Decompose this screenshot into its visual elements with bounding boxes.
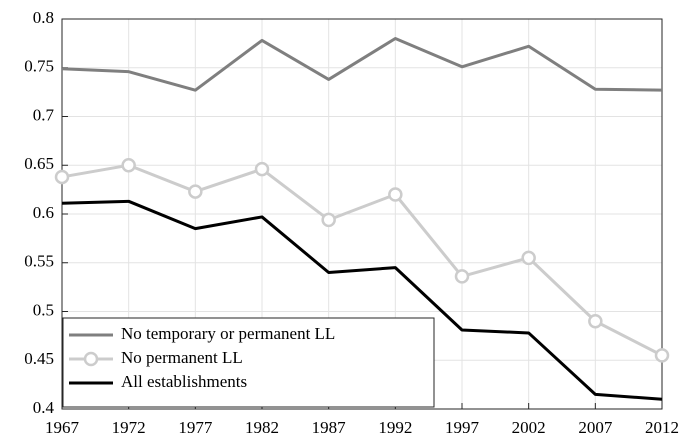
series-marker xyxy=(521,250,536,266)
x-tick-label: 1977 xyxy=(178,418,213,437)
y-tick-label: 0.6 xyxy=(33,203,54,222)
series-marker xyxy=(321,212,336,228)
x-tick-label: 1972 xyxy=(112,418,146,437)
y-tick-label: 0.7 xyxy=(33,105,55,124)
x-tick-label: 2002 xyxy=(512,418,546,437)
legend-marker xyxy=(83,351,99,367)
y-tick-label: 0.45 xyxy=(24,349,54,368)
y-tick-label: 0.4 xyxy=(33,398,55,417)
y-tick-label: 0.55 xyxy=(24,252,54,271)
series-marker xyxy=(454,269,470,284)
x-tick-label: 1982 xyxy=(245,418,279,437)
plot-frame xyxy=(61,18,663,410)
series-marker xyxy=(121,158,136,173)
series-marker xyxy=(388,187,403,202)
series-line xyxy=(61,37,663,92)
legend-label: No permanent LL xyxy=(121,348,243,367)
series-line xyxy=(61,199,663,401)
legend-box xyxy=(62,317,435,408)
series-marker xyxy=(254,161,270,177)
x-tick-label: 2012 xyxy=(645,418,679,437)
y-tick-label: 0.8 xyxy=(33,8,54,27)
series-marker xyxy=(588,314,603,329)
x-tick-label: 1987 xyxy=(312,418,347,437)
y-tick-label: 0.75 xyxy=(24,57,54,76)
series-line xyxy=(61,163,663,357)
legend-label: No temporary or permanent LL xyxy=(121,324,335,343)
x-tick-label: 1992 xyxy=(378,418,412,437)
series-marker xyxy=(188,184,203,199)
y-tick-label: 0.5 xyxy=(33,300,54,319)
series-marker xyxy=(54,169,70,185)
x-tick-label: 2007 xyxy=(578,418,613,437)
legend-label: All establishments xyxy=(121,372,247,391)
y-tick-label: 0.65 xyxy=(24,154,54,173)
x-tick-label: 1967 xyxy=(45,418,80,437)
series-marker xyxy=(654,348,670,363)
x-tick-label: 1997 xyxy=(445,418,480,437)
